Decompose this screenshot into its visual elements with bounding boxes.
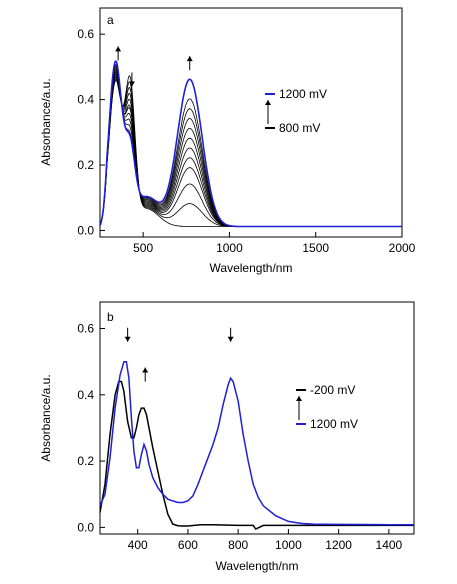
plot-frame bbox=[99, 7, 403, 238]
chart-panel-a: a 0.0 0.2 0.4 0.6 500 1000 1500 2000 Wavelength/n… bbox=[39, 7, 416, 275]
legend-label: 1200 mV bbox=[279, 87, 327, 101]
y-axis-title: Absorbance/a.u. bbox=[39, 78, 53, 165]
legend-arrowhead-icon bbox=[296, 396, 302, 401]
series-line-intermediate bbox=[100, 63, 402, 227]
x-tick-label: 1000 bbox=[216, 241, 243, 255]
x-tick-label: 1400 bbox=[376, 538, 403, 552]
y-tick-label: 0.6 bbox=[77, 27, 94, 41]
x-tick-label: 1200 bbox=[325, 538, 352, 552]
legend-arrowhead-icon bbox=[265, 100, 271, 105]
series-group bbox=[100, 60, 402, 228]
x-tick-label: 1500 bbox=[302, 241, 329, 255]
legend-label: -200 mV bbox=[310, 383, 355, 397]
y-tick-label: 0.4 bbox=[77, 388, 94, 402]
x-tick-label: 400 bbox=[128, 538, 148, 552]
x-axis-title: Wavelength/nm bbox=[216, 559, 299, 573]
arrowhead-up-icon bbox=[142, 367, 149, 373]
y-tick-label: 0.6 bbox=[77, 322, 94, 336]
y-tick-label: 0.0 bbox=[77, 223, 94, 237]
series-line-intermediate bbox=[100, 73, 402, 227]
x-axis-title: Wavelength/nm bbox=[210, 261, 293, 275]
y-tick-label: 0.2 bbox=[77, 454, 94, 468]
series-group bbox=[100, 360, 414, 530]
y-tick-label: 0.2 bbox=[77, 158, 94, 172]
legend-label: 1200 mV bbox=[310, 417, 358, 431]
series-line-blue bbox=[100, 360, 414, 526]
series-line-1200mV bbox=[100, 60, 402, 228]
x-tick-label: 2000 bbox=[389, 241, 416, 255]
series-line-intermediate bbox=[100, 78, 402, 227]
arrowhead-up-icon bbox=[186, 56, 193, 62]
y-tick-label: 0.0 bbox=[77, 520, 94, 534]
x-tick-label: 500 bbox=[133, 241, 153, 255]
y-tick-label: 0.4 bbox=[77, 93, 94, 107]
arrowhead-down-icon bbox=[128, 81, 135, 87]
arrowhead-up-icon bbox=[115, 46, 122, 52]
plot-frame bbox=[99, 301, 415, 535]
y-axis-title: Absorbance/a.u. bbox=[39, 374, 53, 461]
panel-label: b bbox=[107, 310, 114, 324]
series-line-intermediate bbox=[100, 70, 402, 227]
chart-panel-b: b 0.0 0.2 0.4 0.6 400 600 800 1000 1200 1400 Wavele… bbox=[39, 301, 415, 573]
x-tick-label: 1000 bbox=[275, 538, 302, 552]
arrowhead-down-icon bbox=[124, 336, 131, 342]
legend-label: 800 mV bbox=[279, 121, 320, 135]
arrowhead-down-icon bbox=[227, 336, 234, 342]
panel-label: a bbox=[107, 13, 114, 27]
x-tick-label: 800 bbox=[228, 538, 248, 552]
x-tick-label: 600 bbox=[178, 538, 198, 552]
series-line-black bbox=[100, 380, 414, 530]
